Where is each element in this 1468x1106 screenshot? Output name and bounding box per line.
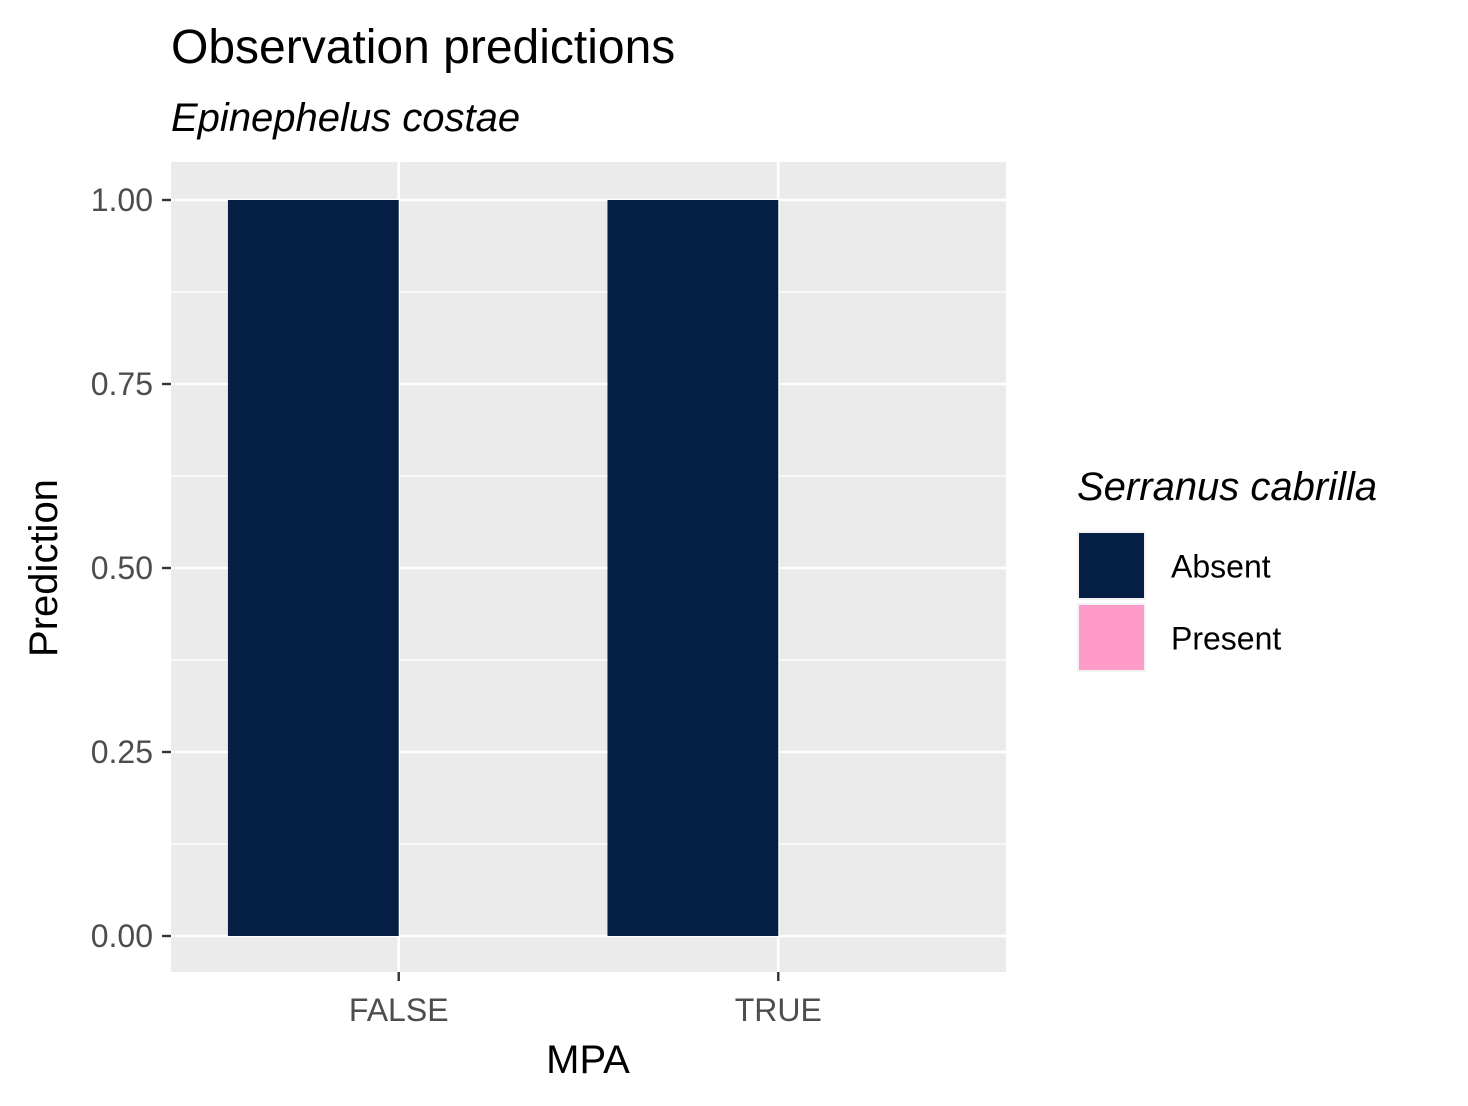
y-axis: 0.00 0.25 0.50 0.75 1.00 [91, 182, 171, 954]
chart-subtitle: Epinephelus costae [171, 96, 520, 140]
legend-items: Absent Present [1077, 531, 1281, 672]
x-axis-title: MPA [546, 1038, 630, 1082]
y-tick-label: 0.50 [91, 550, 153, 586]
x-tick-label: FALSE [349, 992, 449, 1028]
legend-title: Serranus cabrilla [1077, 465, 1377, 509]
y-tick-label: 0.25 [91, 734, 153, 770]
x-tick-label: TRUE [735, 992, 822, 1028]
legend-key-absent [1079, 533, 1144, 598]
y-tick-label: 0.75 [91, 366, 153, 402]
x-axis: FALSE TRUE [349, 972, 822, 1028]
legend-label-present: Present [1171, 621, 1281, 657]
y-tick-label: 1.00 [91, 182, 153, 218]
legend-label-absent: Absent [1171, 549, 1271, 585]
chart-title: Observation predictions [171, 21, 675, 74]
legend-key-present [1079, 605, 1144, 670]
y-tick-label: 0.00 [91, 918, 153, 954]
legend: Serranus cabrilla Absent Present [1077, 465, 1377, 672]
y-axis-title: Prediction [22, 479, 66, 657]
bars [227, 200, 779, 936]
bar-absent-false [227, 200, 399, 936]
bar-absent-true [607, 200, 779, 936]
